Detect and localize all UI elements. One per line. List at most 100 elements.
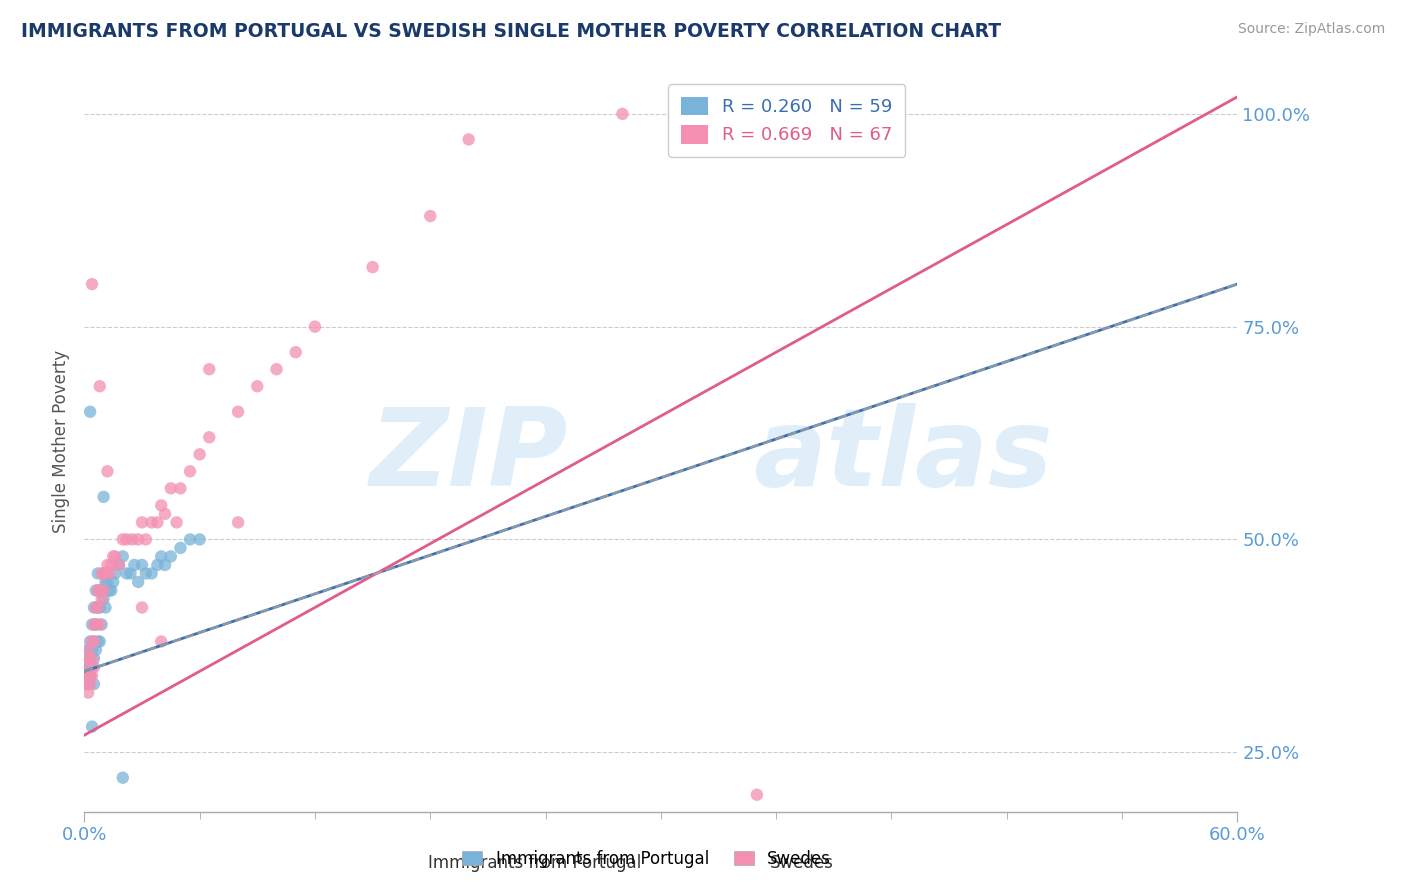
Point	[75, 660, 97, 674]
Point	[79, 660, 101, 674]
Point	[131, 558, 153, 572]
Point	[80, 668, 103, 682]
Point	[90, 566, 112, 581]
Point	[89, 617, 111, 632]
Point	[146, 516, 169, 530]
Point	[198, 362, 221, 376]
Point	[108, 558, 131, 572]
Point	[111, 533, 134, 547]
Point	[89, 583, 111, 598]
Point	[83, 617, 105, 632]
Point	[179, 533, 201, 547]
Point	[96, 558, 118, 572]
Point	[83, 634, 105, 648]
Point	[120, 566, 142, 581]
Point	[77, 668, 100, 682]
Point	[115, 566, 138, 581]
Point	[79, 405, 101, 419]
Point	[96, 574, 118, 589]
Point	[169, 541, 191, 555]
Point	[80, 617, 103, 632]
Point	[80, 277, 103, 292]
Point	[75, 668, 97, 682]
Point	[131, 516, 153, 530]
Point	[135, 533, 157, 547]
Point	[103, 549, 124, 564]
Text: Source: ZipAtlas.com: Source: ZipAtlas.com	[1237, 22, 1385, 37]
Point	[84, 617, 107, 632]
Point	[80, 643, 103, 657]
Point	[77, 685, 100, 699]
Legend: Immigrants from Portugal, Swedes: Immigrants from Portugal, Swedes	[456, 844, 838, 875]
Point	[188, 447, 211, 461]
Point	[115, 533, 138, 547]
Point	[83, 677, 105, 691]
Point	[179, 464, 201, 478]
Point	[87, 566, 110, 581]
Point	[83, 660, 105, 674]
Point	[124, 558, 146, 572]
Point	[745, 788, 768, 802]
Point	[121, 533, 143, 547]
Point	[83, 634, 105, 648]
Text: atlas: atlas	[754, 403, 1053, 509]
Point	[188, 533, 211, 547]
Point	[75, 651, 97, 665]
Point	[80, 651, 103, 665]
Point	[80, 634, 103, 648]
Point	[98, 583, 121, 598]
Point	[100, 558, 122, 572]
Point	[96, 464, 118, 478]
Point	[87, 583, 110, 598]
Point	[169, 481, 191, 495]
Point	[94, 574, 117, 589]
Point	[93, 591, 115, 606]
Point	[75, 651, 97, 665]
Point	[131, 600, 153, 615]
Text: IMMIGRANTS FROM PORTUGAL VS SWEDISH SINGLE MOTHER POVERTY CORRELATION CHART: IMMIGRANTS FROM PORTUGAL VS SWEDISH SING…	[21, 22, 1001, 41]
Point	[77, 651, 100, 665]
Point	[361, 260, 384, 274]
Point	[135, 566, 157, 581]
Point	[79, 677, 101, 691]
Point	[77, 660, 100, 674]
Y-axis label: Single Mother Poverty: Single Mother Poverty	[52, 350, 70, 533]
Point	[226, 405, 249, 419]
Point	[93, 583, 115, 598]
Point	[77, 668, 100, 682]
Point	[94, 566, 117, 581]
Point	[153, 558, 176, 572]
Point	[150, 499, 173, 513]
Point	[79, 668, 101, 682]
Point	[80, 660, 103, 674]
Point	[75, 677, 97, 691]
Point	[84, 643, 107, 657]
Point	[98, 566, 121, 581]
Point	[84, 600, 107, 615]
Point	[87, 600, 110, 615]
Point	[93, 566, 115, 581]
Point	[146, 558, 169, 572]
Point	[127, 574, 149, 589]
Point	[304, 319, 326, 334]
Point	[284, 345, 307, 359]
Point	[89, 583, 111, 598]
Point	[111, 549, 134, 564]
Point	[90, 583, 112, 598]
Point	[108, 558, 131, 572]
Point	[226, 516, 249, 530]
Point	[150, 634, 173, 648]
Point	[83, 651, 105, 665]
Text: Immigrants from Portugal: Immigrants from Portugal	[427, 855, 641, 872]
Point	[79, 668, 101, 682]
Point	[166, 516, 188, 530]
Point	[100, 583, 122, 598]
Point	[141, 566, 163, 581]
Point	[246, 379, 269, 393]
Point	[160, 549, 183, 564]
Point	[127, 533, 149, 547]
Point	[77, 643, 100, 657]
Point	[612, 107, 634, 121]
Point	[83, 600, 105, 615]
Point	[842, 830, 865, 845]
